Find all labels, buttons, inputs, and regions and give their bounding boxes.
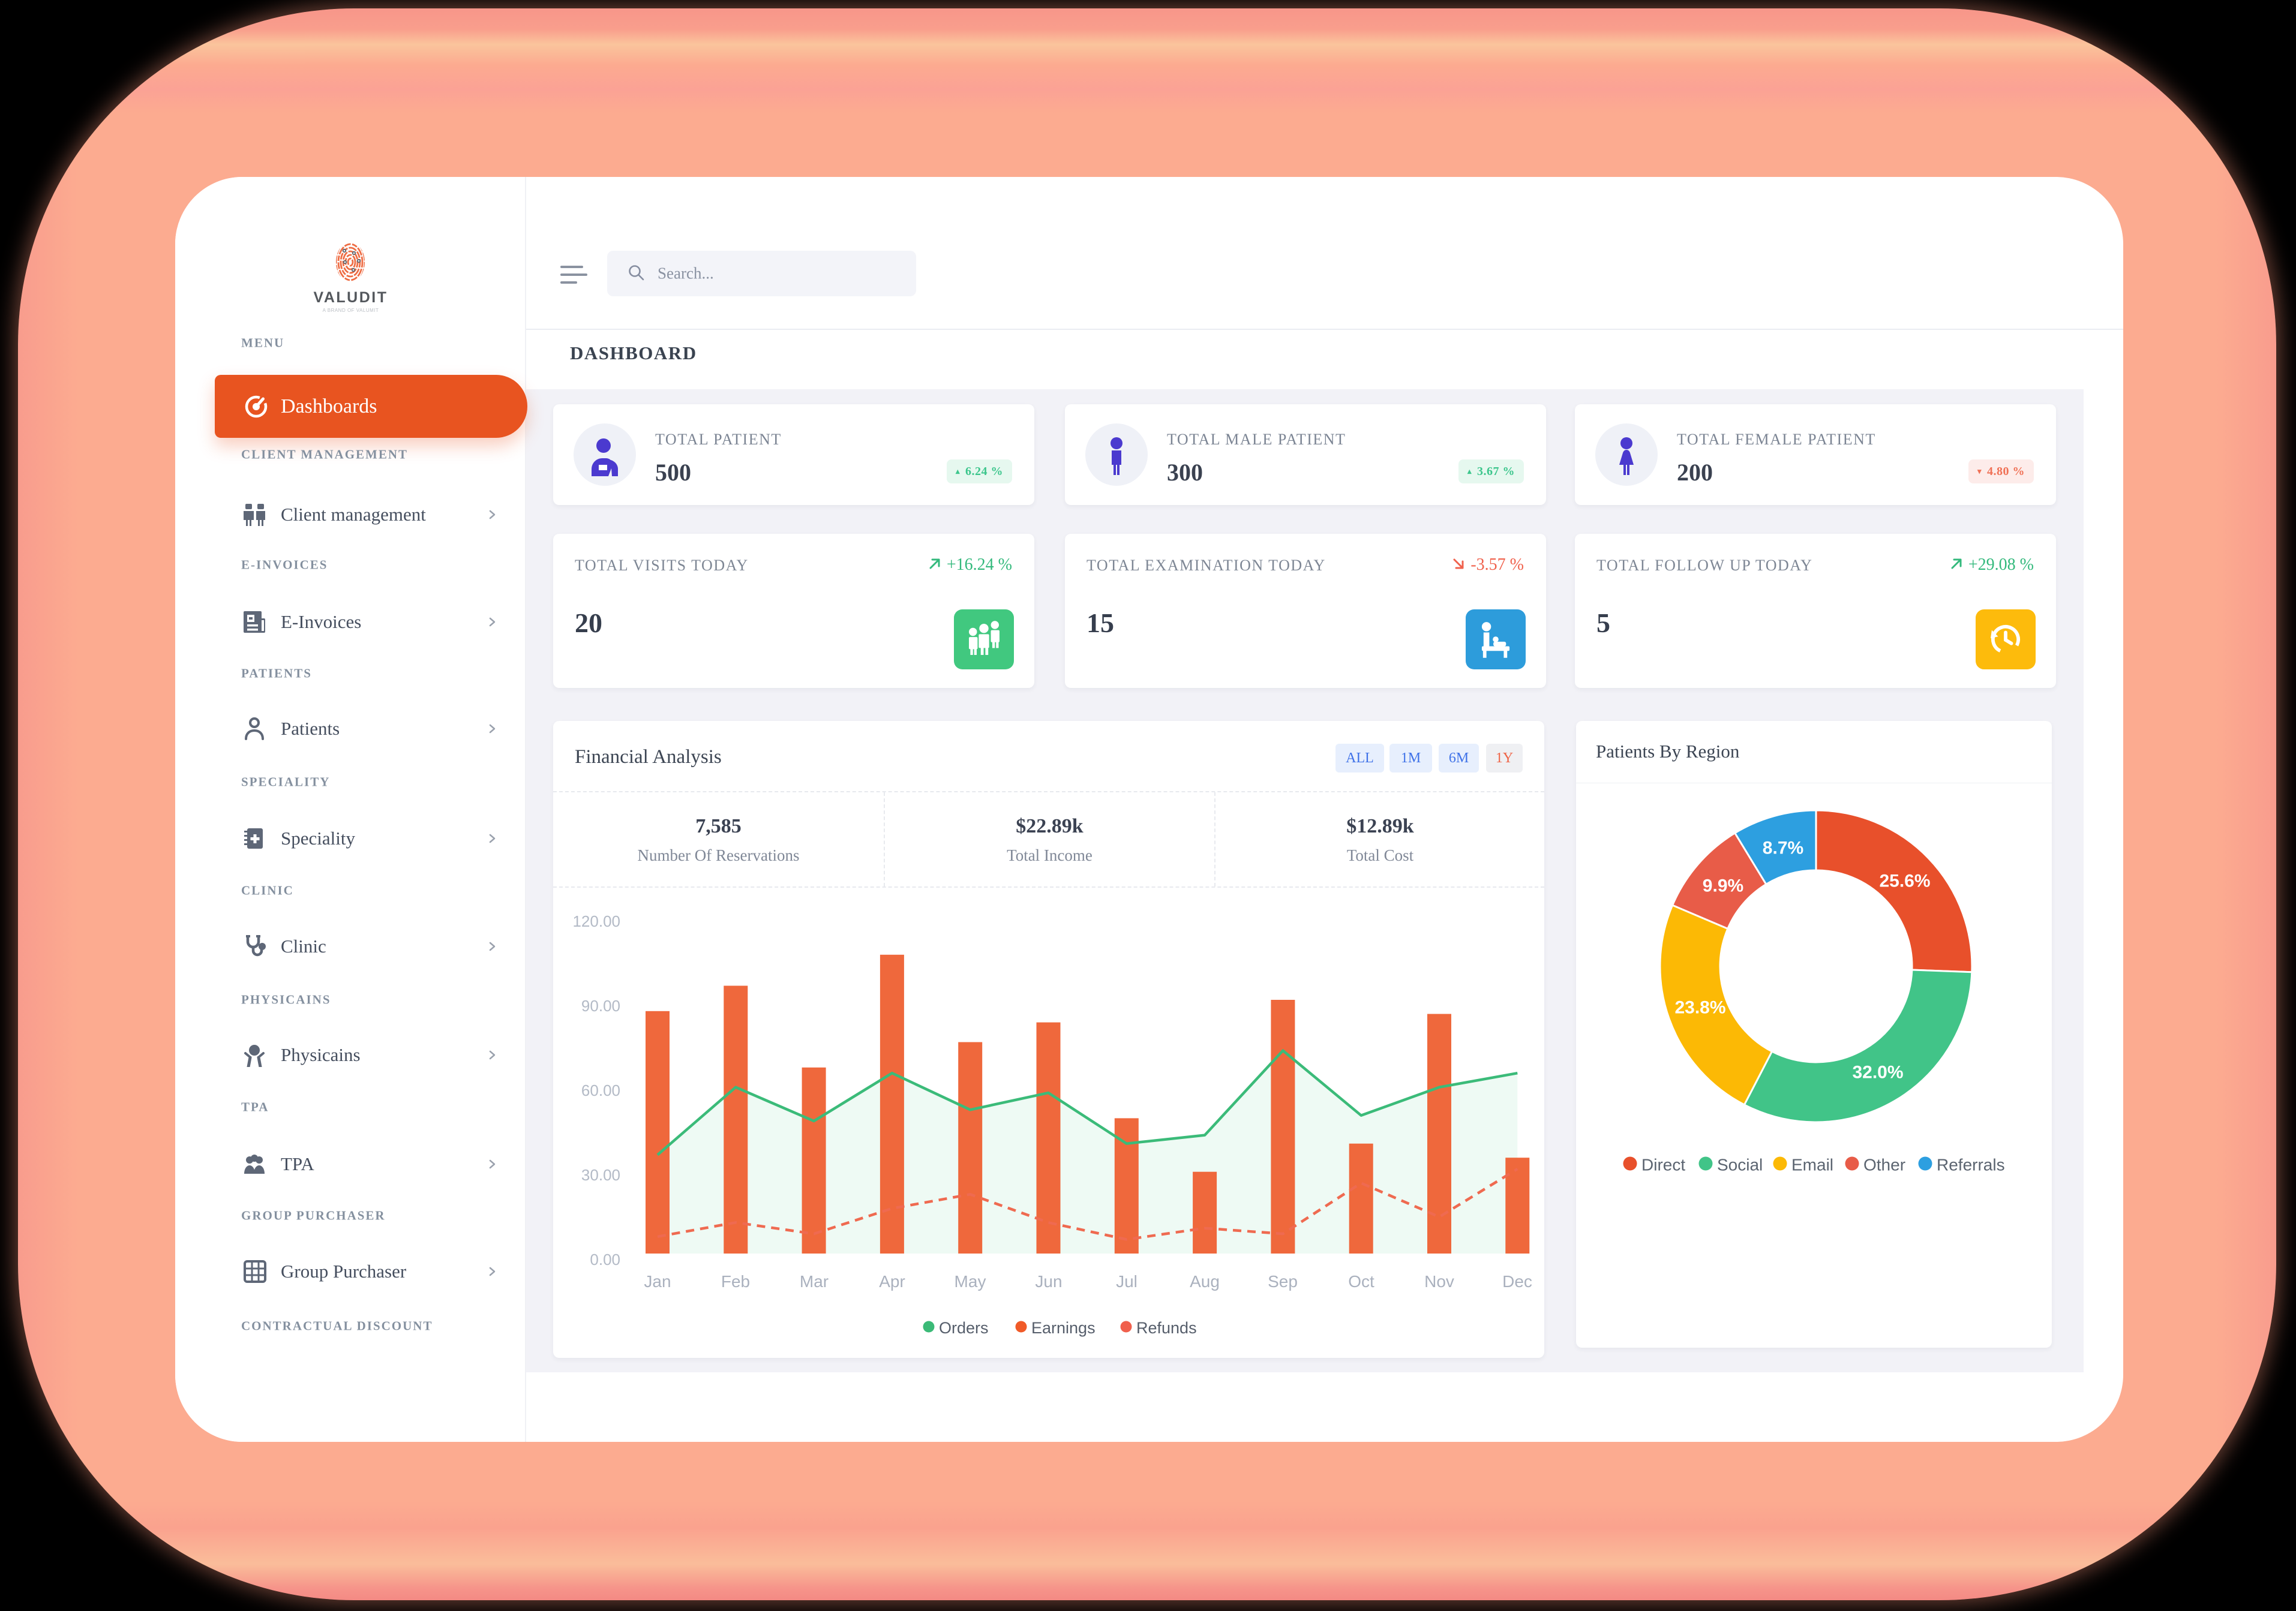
svg-text:Other: Other xyxy=(1863,1156,1905,1174)
svg-text:Social: Social xyxy=(1717,1156,1763,1174)
svg-text:Dec: Dec xyxy=(1502,1272,1532,1291)
svg-text:90.00: 90.00 xyxy=(581,997,620,1015)
svg-text:Orders: Orders xyxy=(939,1319,989,1337)
svg-text:Earnings: Earnings xyxy=(1031,1319,1096,1337)
svg-text:Email: Email xyxy=(1791,1156,1833,1174)
svg-text:Refunds: Refunds xyxy=(1136,1319,1197,1337)
svg-text:May: May xyxy=(955,1272,986,1291)
svg-text:Mar: Mar xyxy=(800,1272,829,1291)
svg-text:Direct: Direct xyxy=(1641,1156,1685,1174)
svg-text:Feb: Feb xyxy=(721,1272,750,1291)
svg-text:32.0%: 32.0% xyxy=(1852,1063,1903,1083)
svg-text:Sep: Sep xyxy=(1268,1272,1298,1291)
svg-text:Nov: Nov xyxy=(1424,1272,1454,1291)
svg-text:Referrals: Referrals xyxy=(1937,1156,2005,1174)
svg-text:Jan: Jan xyxy=(644,1272,671,1291)
svg-text:Oct: Oct xyxy=(1348,1272,1374,1291)
svg-text:0.00: 0.00 xyxy=(590,1251,620,1269)
svg-text:23.8%: 23.8% xyxy=(1674,998,1725,1018)
svg-text:Jun: Jun xyxy=(1035,1272,1062,1291)
svg-text:120.00: 120.00 xyxy=(572,912,620,930)
svg-text:8.7%: 8.7% xyxy=(1763,838,1803,858)
svg-text:Jul: Jul xyxy=(1116,1272,1138,1291)
svg-text:30.00: 30.00 xyxy=(581,1166,620,1184)
svg-text:9.9%: 9.9% xyxy=(1703,876,1743,896)
svg-text:Aug: Aug xyxy=(1190,1272,1220,1291)
svg-text:Apr: Apr xyxy=(879,1272,905,1291)
svg-text:25.6%: 25.6% xyxy=(1879,871,1930,891)
svg-text:60.00: 60.00 xyxy=(581,1081,620,1099)
